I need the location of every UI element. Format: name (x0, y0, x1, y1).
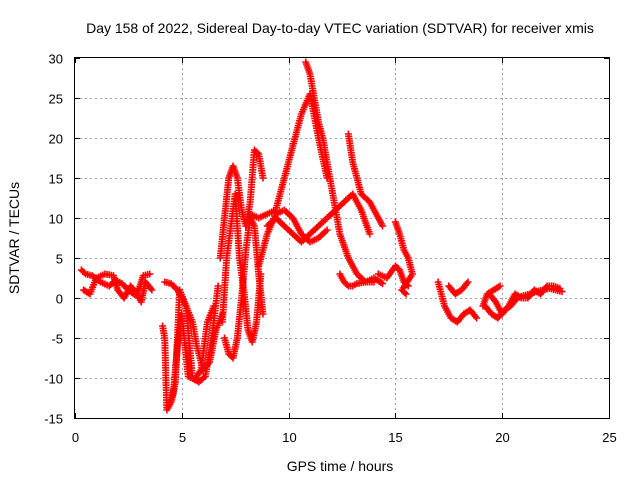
series-arc21 (479, 282, 504, 310)
series-arc6 (216, 146, 267, 262)
data-point-interp (80, 269, 88, 277)
data-point-interp (401, 289, 409, 297)
data-point (496, 282, 504, 290)
data-point (259, 310, 267, 318)
x-tick-label: 0 (72, 430, 79, 445)
x-tick-label: 20 (495, 430, 509, 445)
x-tick-label: 10 (282, 430, 296, 445)
series-arc2 (80, 270, 156, 306)
y-tick-label: 5 (56, 252, 63, 267)
data-point (379, 222, 387, 230)
series-arc20 (485, 282, 564, 318)
data-point (259, 174, 267, 182)
data-point (556, 284, 564, 292)
y-tick-label: 10 (49, 212, 63, 227)
y-tick-label: 25 (49, 92, 63, 107)
y-tick-label: -15 (44, 412, 63, 427)
series-arc12 (302, 58, 378, 286)
series-arc14 (344, 130, 387, 230)
data-point (323, 226, 331, 234)
series-arc13 (336, 270, 387, 290)
x-axis-label: GPS time / hours (287, 458, 394, 474)
data-point (464, 278, 472, 286)
y-tick-label: 0 (56, 292, 63, 307)
data-point (402, 290, 410, 298)
data-point-interp (253, 149, 261, 157)
series-arc5 (161, 278, 226, 374)
series-arc16 (391, 218, 416, 298)
grid-lines (75, 58, 609, 418)
axis-ticks: 0 5 10 15 20 25 -15 -10 -5 0 5 10 15 20 25 30 (44, 52, 617, 446)
y-axis-label: SDTVAR / TECUs (6, 182, 22, 294)
y-tick-label: 20 (49, 132, 63, 147)
y-tick-label: -10 (44, 372, 63, 387)
data-point (473, 314, 481, 322)
plot-frame (74, 57, 610, 419)
y-tick-label: 15 (49, 172, 63, 187)
data-point (148, 286, 156, 294)
data-point (146, 270, 154, 278)
chart-title: Day 158 of 2022, Sidereal Day-to-day VTE… (86, 20, 594, 36)
data-point (379, 280, 387, 288)
x-tick-label: 25 (602, 430, 616, 445)
x-tick-label: 5 (179, 430, 186, 445)
data-point (214, 282, 222, 290)
y-tick-label: 30 (49, 52, 63, 67)
y-tick-label: -5 (51, 332, 63, 347)
data-marks (77, 58, 566, 414)
series-arc18 (445, 278, 472, 298)
series-arc17 (434, 278, 481, 326)
data-point (210, 302, 218, 310)
data-point-interp (343, 281, 351, 289)
data-point (366, 230, 374, 238)
x-tick-label: 15 (388, 430, 402, 445)
series-arc7 (218, 190, 265, 346)
